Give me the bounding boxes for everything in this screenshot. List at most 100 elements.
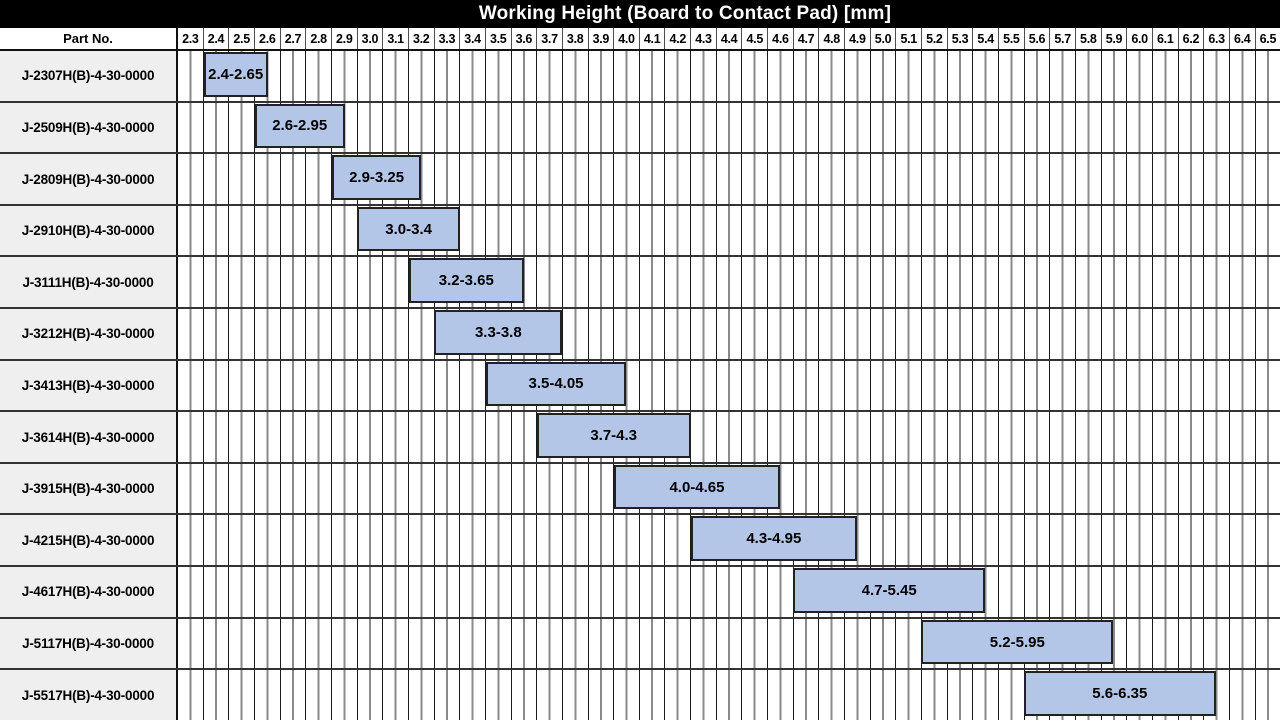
grid-column bbox=[664, 51, 691, 101]
grid-column bbox=[664, 154, 691, 204]
part-no-cell: J-3212H(B)-4-30-0000 bbox=[0, 309, 178, 359]
grid-column bbox=[330, 205, 357, 256]
axis-tick-label: 4.0 bbox=[613, 28, 639, 49]
grid-column bbox=[715, 567, 742, 617]
grid-column bbox=[253, 670, 280, 720]
grid-column bbox=[1254, 670, 1280, 720]
grid-column bbox=[433, 102, 460, 153]
grid-column bbox=[1100, 309, 1127, 359]
grid-column bbox=[305, 51, 331, 101]
grid-column bbox=[536, 463, 562, 514]
grid-column bbox=[459, 515, 485, 566]
grid-column bbox=[1203, 51, 1229, 101]
row-chart-area: 4.3-4.95 bbox=[178, 515, 1280, 566]
grid-column bbox=[253, 309, 280, 359]
table-row: J-2307H(B)-4-30-0000 2.4-2.65 bbox=[0, 51, 1280, 101]
grid-column bbox=[1228, 205, 1255, 256]
grid-column bbox=[433, 412, 460, 462]
grid-column bbox=[407, 618, 434, 669]
grid-column bbox=[690, 154, 716, 204]
grid-column bbox=[972, 463, 998, 514]
grid-column bbox=[178, 154, 203, 204]
grid-column bbox=[1023, 515, 1050, 566]
grid-column bbox=[178, 51, 203, 101]
grid-column bbox=[1177, 309, 1204, 359]
grid-column bbox=[279, 205, 306, 256]
grid-column bbox=[459, 567, 485, 617]
grid-column bbox=[253, 567, 280, 617]
table-row: J-3614H(B)-4-30-0000 3.7-4.3 bbox=[0, 410, 1280, 462]
grid-column bbox=[638, 360, 665, 411]
grid-column bbox=[972, 102, 998, 153]
grid-column bbox=[407, 309, 434, 359]
grid-column bbox=[638, 309, 665, 359]
grid-column bbox=[1254, 257, 1280, 308]
grid-column bbox=[741, 205, 768, 256]
grid-column bbox=[921, 463, 947, 514]
grid-column bbox=[1074, 567, 1101, 617]
grid-column bbox=[1100, 463, 1127, 514]
grid-column bbox=[253, 257, 280, 308]
grid-column bbox=[715, 257, 742, 308]
grid-column bbox=[253, 463, 280, 514]
grid-column bbox=[844, 670, 870, 720]
grid-column bbox=[1151, 618, 1178, 669]
grid-column bbox=[510, 515, 537, 566]
grid-column bbox=[767, 670, 793, 720]
grid-column bbox=[1151, 412, 1178, 462]
grid-column bbox=[921, 515, 947, 566]
grid-column bbox=[1151, 51, 1178, 101]
range-bar-label: 4.0-4.65 bbox=[669, 478, 725, 496]
grid-column bbox=[1074, 412, 1101, 462]
grid-column bbox=[895, 618, 922, 669]
grid-column bbox=[869, 309, 896, 359]
grid-column bbox=[869, 51, 896, 101]
grid-column bbox=[690, 670, 716, 720]
grid-column bbox=[1228, 618, 1255, 669]
grid-column bbox=[459, 205, 485, 256]
grid-column bbox=[869, 412, 896, 462]
grid-column bbox=[279, 309, 306, 359]
table-row: J-2809H(B)-4-30-0000 2.9-3.25 bbox=[0, 152, 1280, 204]
axis-tick-label: 3.1 bbox=[382, 28, 408, 49]
axis-tick-label: 2.5 bbox=[228, 28, 254, 49]
grid-column bbox=[561, 205, 588, 256]
grid-column bbox=[1177, 618, 1204, 669]
grid-column bbox=[433, 670, 460, 720]
part-no-cell: J-2809H(B)-4-30-0000 bbox=[0, 154, 178, 204]
grid-column bbox=[202, 515, 229, 566]
grid-column bbox=[613, 51, 639, 101]
grid-column bbox=[921, 257, 947, 308]
grid-column bbox=[741, 618, 768, 669]
grid-column bbox=[1023, 51, 1050, 101]
x-axis-tick-row: 2.3 2.4 2.5 2.6 2.7 2.8 2.9 3.0 3.1 3.2 3.3 3.4 3.5 3… bbox=[178, 28, 1280, 49]
grid-column bbox=[638, 51, 665, 101]
grid-column bbox=[998, 567, 1024, 617]
grid-column bbox=[1049, 257, 1075, 308]
grid-column bbox=[536, 154, 562, 204]
grid-column bbox=[1228, 154, 1255, 204]
grid-column bbox=[1254, 205, 1280, 256]
grid-column bbox=[998, 51, 1024, 101]
grid-column bbox=[228, 257, 254, 308]
grid-column bbox=[407, 515, 434, 566]
grid-column bbox=[1023, 257, 1050, 308]
grid-column bbox=[1049, 205, 1075, 256]
axis-tick-label: 5.3 bbox=[946, 28, 973, 49]
grid-column bbox=[946, 154, 973, 204]
grid-column bbox=[690, 567, 716, 617]
grid-column bbox=[818, 154, 845, 204]
grid-column bbox=[998, 670, 1024, 720]
grid-column bbox=[1177, 360, 1204, 411]
grid-column bbox=[356, 515, 383, 566]
grid-column bbox=[202, 463, 229, 514]
grid-column bbox=[613, 102, 639, 153]
grid-column bbox=[818, 102, 845, 153]
grid-column bbox=[1126, 102, 1152, 153]
grid-column bbox=[946, 309, 973, 359]
part-no-cell: J-4215H(B)-4-30-0000 bbox=[0, 515, 178, 566]
row-chart-area: 3.0-3.4 bbox=[178, 205, 1280, 256]
axis-tick-label: 5.9 bbox=[1100, 28, 1127, 49]
grid-column bbox=[228, 309, 254, 359]
grid-column bbox=[921, 102, 947, 153]
